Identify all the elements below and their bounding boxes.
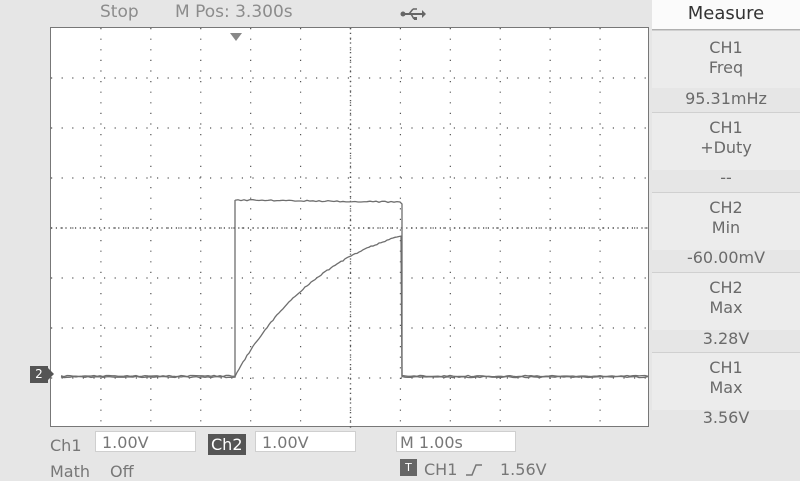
ch1-label: Ch1 [50,436,82,455]
measure-item-2[interactable]: CH1 +Duty [652,112,800,170]
horizontal-position: M Pos: 3.300s [175,2,293,22]
measure-value: -60.00mV [652,248,800,267]
measure-channel: CH2 [652,198,800,218]
trigger-icon: T [400,459,417,476]
timebase[interactable]: M 1.00s [400,433,463,452]
trigger-position-marker [230,28,242,47]
measure-item-1[interactable]: CH1 Freq [652,30,800,88]
usb-icon [400,6,426,25]
measure-type: +Duty [652,138,800,158]
measure-type: Min [652,218,800,238]
measure-channel: CH1 [652,358,800,378]
graticule [51,28,650,428]
math-state: Off [110,462,134,481]
measure-type: Max [652,378,800,398]
measure-value: 3.56V [652,408,800,427]
trigger-source: CH1 [424,460,457,479]
ch2-scale[interactable]: 1.00V [255,431,356,452]
ch2-trace [61,236,648,377]
run-state: Stop [100,2,139,22]
measure-channel: CH1 [652,118,800,138]
measure-value: 3.28V [652,329,800,348]
rising-edge-icon [465,462,483,481]
trigger-level: 1.56V [500,460,547,479]
measure-item-4[interactable]: CH2 Max [652,272,800,330]
measure-title[interactable]: Measure [652,0,800,30]
math-label: Math [50,462,90,481]
measure-value: -- [652,168,800,187]
ch1-trace [61,200,648,377]
measure-channel: CH2 [652,278,800,298]
measure-item-3[interactable]: CH2 Min [652,192,800,250]
measure-channel: CH1 [652,38,800,58]
measure-type: Max [652,298,800,318]
measure-value: 95.31mHz [652,89,800,108]
ch1-scale[interactable]: 1.00V [95,431,196,452]
measure-type: Freq [652,58,800,78]
ch2-ground-marker[interactable]: 2 [30,366,48,383]
waveform-display[interactable] [50,27,649,427]
ch2-label: Ch2 [208,434,246,455]
measure-item-5[interactable]: CH1 Max [652,352,800,410]
